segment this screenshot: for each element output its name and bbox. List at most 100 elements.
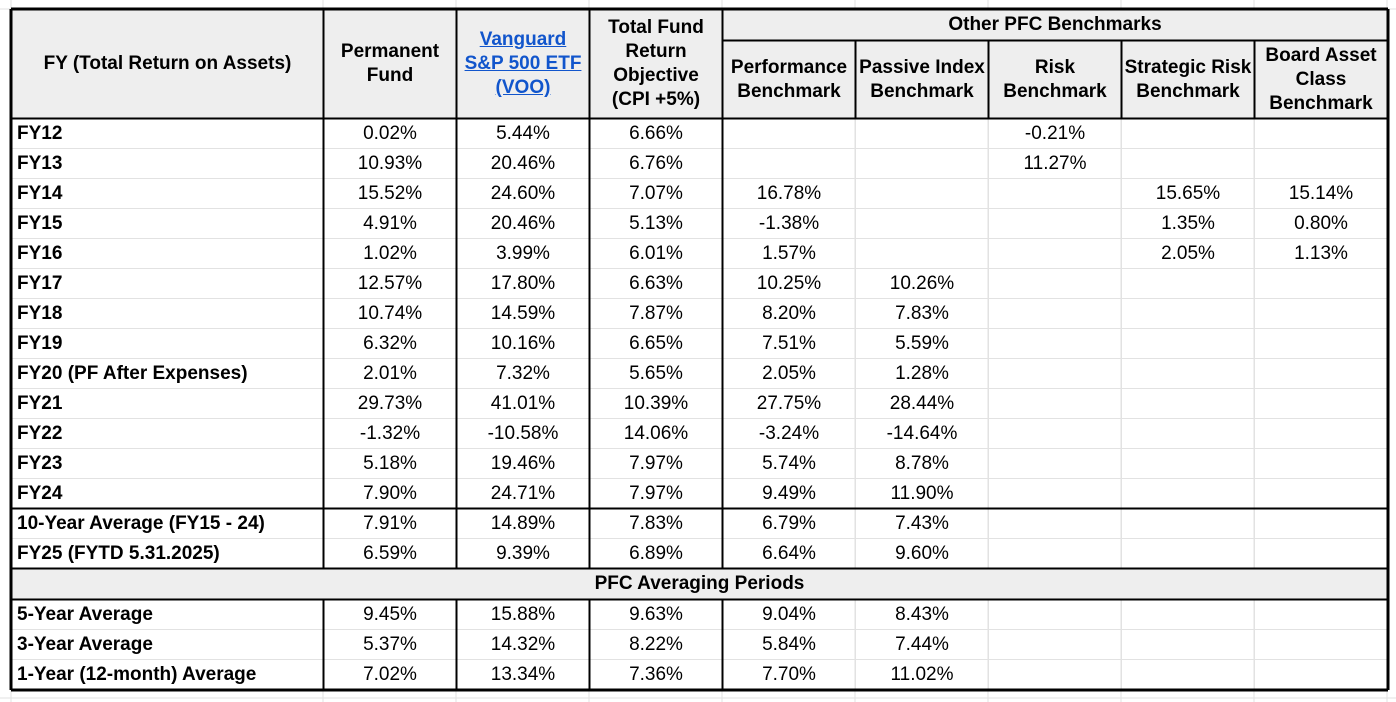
table-cell[interactable] <box>988 328 1122 359</box>
table-cell[interactable]: 7.51% <box>722 328 856 359</box>
table-cell[interactable]: 2.01% <box>323 358 457 389</box>
table-cell[interactable] <box>1121 118 1255 149</box>
table-cell[interactable]: 10.25% <box>722 268 856 299</box>
table-cell[interactable]: 9.39% <box>456 538 590 569</box>
row-label[interactable]: FY14 <box>11 178 324 209</box>
table-cell[interactable] <box>988 629 1122 660</box>
table-cell[interactable] <box>1121 358 1255 389</box>
table-cell[interactable] <box>1121 659 1255 690</box>
table-cell[interactable] <box>988 418 1122 449</box>
table-cell[interactable] <box>722 118 856 149</box>
table-cell[interactable]: 7.87% <box>589 298 723 329</box>
table-cell[interactable]: 15.65% <box>1121 178 1255 209</box>
table-cell[interactable] <box>988 478 1122 509</box>
table-cell[interactable]: 28.44% <box>855 388 989 419</box>
table-cell[interactable]: 20.46% <box>456 148 590 179</box>
table-cell[interactable]: 7.02% <box>323 659 457 690</box>
table-cell[interactable] <box>1254 148 1388 179</box>
table-cell[interactable]: 10.39% <box>589 388 723 419</box>
row-label[interactable]: FY20 (PF After Expenses) <box>11 358 324 389</box>
table-cell[interactable]: 7.91% <box>323 508 457 539</box>
table-cell[interactable]: 7.70% <box>722 659 856 690</box>
table-cell[interactable] <box>988 298 1122 329</box>
table-cell[interactable] <box>1121 148 1255 179</box>
table-cell[interactable]: 9.60% <box>855 538 989 569</box>
table-cell[interactable] <box>1254 538 1388 569</box>
table-cell[interactable]: 1.35% <box>1121 208 1255 239</box>
row-label[interactable]: FY23 <box>11 448 324 479</box>
table-cell[interactable] <box>1254 418 1388 449</box>
table-cell[interactable]: 7.32% <box>456 358 590 389</box>
table-cell[interactable]: -14.64% <box>855 418 989 449</box>
table-cell[interactable]: -3.24% <box>722 418 856 449</box>
table-cell[interactable]: 6.66% <box>589 118 723 149</box>
table-cell[interactable]: 14.32% <box>456 629 590 660</box>
table-cell[interactable] <box>1254 118 1388 149</box>
table-cell[interactable]: 1.02% <box>323 238 457 269</box>
table-cell[interactable] <box>988 448 1122 479</box>
table-cell[interactable] <box>855 208 989 239</box>
table-cell[interactable]: 6.76% <box>589 148 723 179</box>
table-cell[interactable] <box>855 238 989 269</box>
table-cell[interactable]: 9.45% <box>323 599 457 630</box>
vanguard-link[interactable]: Vanguard S&P 500 ETF (VOO) <box>464 29 582 98</box>
table-cell[interactable] <box>855 178 989 209</box>
table-cell[interactable] <box>722 148 856 179</box>
table-cell[interactable]: 8.78% <box>855 448 989 479</box>
table-cell[interactable]: 15.14% <box>1254 178 1388 209</box>
table-cell[interactable]: 7.83% <box>589 508 723 539</box>
table-cell[interactable] <box>1121 298 1255 329</box>
table-cell[interactable]: 7.43% <box>855 508 989 539</box>
table-cell[interactable]: 5.13% <box>589 208 723 239</box>
table-cell[interactable]: 5.74% <box>722 448 856 479</box>
table-cell[interactable] <box>988 208 1122 239</box>
table-cell[interactable]: 15.52% <box>323 178 457 209</box>
table-cell[interactable]: 5.37% <box>323 629 457 660</box>
table-cell[interactable]: -0.21% <box>988 118 1122 149</box>
table-cell[interactable]: 14.06% <box>589 418 723 449</box>
table-cell[interactable]: 13.34% <box>456 659 590 690</box>
table-cell[interactable]: 6.01% <box>589 238 723 269</box>
table-cell[interactable] <box>1254 388 1388 419</box>
table-cell[interactable]: 6.65% <box>589 328 723 359</box>
table-cell[interactable]: 0.02% <box>323 118 457 149</box>
table-cell[interactable]: 5.65% <box>589 358 723 389</box>
row-label[interactable]: FY22 <box>11 418 324 449</box>
table-cell[interactable]: -10.58% <box>456 418 590 449</box>
row-label[interactable]: FY21 <box>11 388 324 419</box>
row-label[interactable]: FY25 (FYTD 5.31.2025) <box>11 538 324 569</box>
table-cell[interactable]: 3.99% <box>456 238 590 269</box>
table-cell[interactable] <box>988 238 1122 269</box>
table-cell[interactable] <box>1254 328 1388 359</box>
table-cell[interactable]: 7.97% <box>589 448 723 479</box>
table-cell[interactable] <box>1254 659 1388 690</box>
row-label[interactable]: 10-Year Average (FY15 - 24) <box>11 508 324 539</box>
table-cell[interactable]: 24.60% <box>456 178 590 209</box>
table-cell[interactable]: 24.71% <box>456 478 590 509</box>
table-cell[interactable]: -1.38% <box>722 208 856 239</box>
table-cell[interactable]: 14.89% <box>456 508 590 539</box>
table-cell[interactable]: 10.26% <box>855 268 989 299</box>
table-cell[interactable]: 11.27% <box>988 148 1122 179</box>
table-cell[interactable]: 9.63% <box>589 599 723 630</box>
table-cell[interactable] <box>988 659 1122 690</box>
row-label[interactable]: FY17 <box>11 268 324 299</box>
table-cell[interactable]: 9.49% <box>722 478 856 509</box>
table-cell[interactable] <box>988 508 1122 539</box>
table-cell[interactable]: 14.59% <box>456 298 590 329</box>
table-cell[interactable]: 1.13% <box>1254 238 1388 269</box>
table-cell[interactable]: 29.73% <box>323 388 457 419</box>
row-label[interactable]: FY15 <box>11 208 324 239</box>
table-cell[interactable] <box>1254 508 1388 539</box>
table-cell[interactable] <box>988 599 1122 630</box>
table-cell[interactable]: 4.91% <box>323 208 457 239</box>
table-cell[interactable] <box>1121 538 1255 569</box>
table-cell[interactable] <box>1254 298 1388 329</box>
table-cell[interactable]: 2.05% <box>1121 238 1255 269</box>
table-cell[interactable] <box>1254 268 1388 299</box>
table-cell[interactable]: 6.32% <box>323 328 457 359</box>
table-cell[interactable] <box>1121 629 1255 660</box>
table-cell[interactable] <box>1121 508 1255 539</box>
table-cell[interactable] <box>1121 448 1255 479</box>
table-cell[interactable]: 6.59% <box>323 538 457 569</box>
